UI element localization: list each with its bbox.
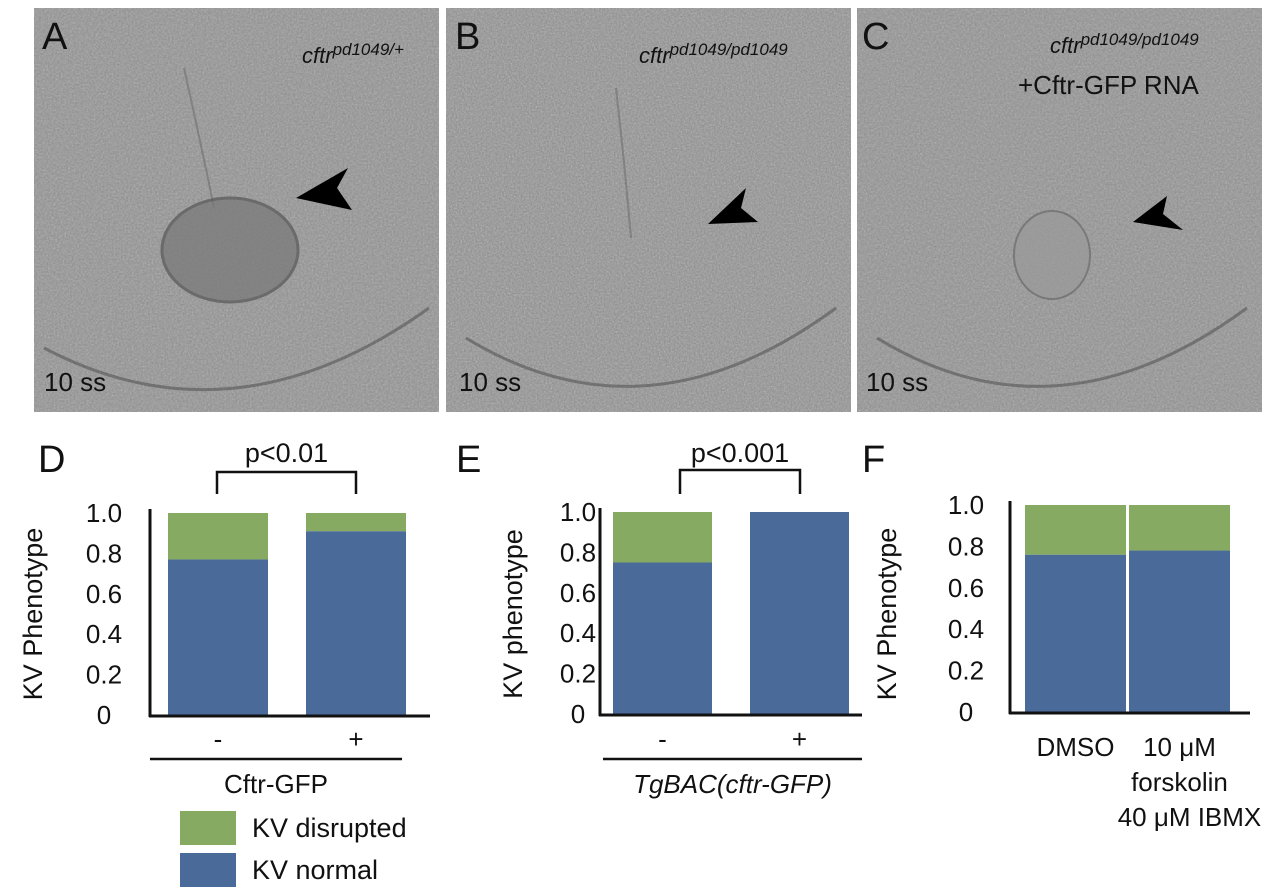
genotype-superscript: pd1049/pd1049 xyxy=(669,40,788,59)
legend-label: KV normal xyxy=(252,854,379,885)
panel-letter-b: B xyxy=(455,16,481,58)
y-tick-label: 0 xyxy=(571,699,585,729)
genotype-superscript: pd1049/+ xyxy=(332,40,404,59)
legend-item-disrupted: KV disrupted xyxy=(180,810,407,846)
genotype-superscript: pd1049/pd1049 xyxy=(1080,30,1199,49)
legend-swatch-normal xyxy=(180,853,236,887)
y-axis-label: KV Phenotype xyxy=(18,528,48,701)
bar-disrupted xyxy=(168,513,268,560)
p-value-label: p<0.01 xyxy=(245,438,328,468)
bar-normal xyxy=(1025,554,1126,712)
micrograph-panel-a xyxy=(34,8,439,412)
stage-label-b: 10 ss xyxy=(459,367,522,397)
y-tick-label: 0 xyxy=(97,700,111,730)
x-tick-label: + xyxy=(792,724,807,754)
y-tick-label: 0.6 xyxy=(560,578,596,608)
y-tick-label: 0.8 xyxy=(948,531,984,561)
y-tick-label: 1.0 xyxy=(560,497,596,527)
micrograph-image-a xyxy=(34,8,439,412)
arrow-icon xyxy=(708,188,758,224)
group-label: TgBAC(cftr-GFP) xyxy=(633,769,832,799)
y-tick-label: 0.4 xyxy=(86,619,122,649)
y-tick-label: 0.6 xyxy=(86,579,122,609)
genotype-base: cftr xyxy=(639,43,670,68)
y-tick-label: 0.8 xyxy=(560,537,596,567)
arrow-icon xyxy=(296,168,352,210)
x-tick-label: - xyxy=(214,724,223,754)
genotype-label-a: cftrpd1049/+ xyxy=(302,40,404,69)
genotype-label-c: cftrpd1049/pd1049 xyxy=(1050,30,1199,59)
legend-item-normal: KV normal xyxy=(180,852,378,888)
y-tick-label: 1.0 xyxy=(948,490,984,520)
significance-bracket xyxy=(215,470,358,494)
y-axis-label: KV Phenotype xyxy=(872,528,902,701)
legend-swatch-disrupted xyxy=(180,811,236,845)
panel-letter: E xyxy=(456,439,481,481)
bar-normal xyxy=(306,531,406,715)
y-tick-label: 0.4 xyxy=(560,618,596,648)
bar-disrupted xyxy=(1025,505,1126,555)
genotype-base: cftr xyxy=(302,43,333,68)
panel-letter: F xyxy=(862,439,885,481)
bar-normal xyxy=(613,562,712,714)
micrograph-panel-b xyxy=(446,8,851,412)
rna-injection-label: +Cftr-GFP RNA xyxy=(1018,70,1199,100)
genotype-label-b: cftrpd1049/pd1049 xyxy=(639,40,788,69)
genotype-base: cftr xyxy=(1050,33,1081,58)
panel-letter-a: A xyxy=(42,16,68,58)
y-axis-label: KV phenotype xyxy=(498,529,528,699)
micrograph-image-b xyxy=(446,8,851,412)
y-tick-label: 0.2 xyxy=(560,659,596,689)
panel-letter-c: C xyxy=(862,16,890,58)
x-tick-label: 10 μM xyxy=(1143,732,1216,762)
group-label: Cftr-GFP xyxy=(224,769,328,799)
y-tick-label: 0.2 xyxy=(948,656,984,686)
panel-letter: D xyxy=(38,439,65,481)
micrograph-image-c xyxy=(857,8,1262,412)
bar-disrupted xyxy=(613,512,712,563)
y-tick-label: 0 xyxy=(959,697,973,727)
stage-label-a: 10 ss xyxy=(44,367,107,397)
y-tick-label: 0.8 xyxy=(86,538,122,568)
y-tick-label: 0.4 xyxy=(948,614,984,644)
p-value-label: p<0.001 xyxy=(691,438,789,468)
x-tick-label: - xyxy=(658,724,667,754)
bar-normal xyxy=(168,559,268,715)
bar-normal xyxy=(1129,550,1230,712)
x-tick-label: 40 μM IBMX xyxy=(1118,802,1262,832)
y-tick-label: 1.0 xyxy=(86,498,122,528)
bar-disrupted xyxy=(306,513,406,532)
stage-label-c: 10 ss xyxy=(866,367,929,397)
bar-normal xyxy=(750,512,849,714)
legend-label: KV disrupted xyxy=(252,812,407,843)
bar-charts: D KV Phenotype 0 0.2 0.4 0.6 0.8 1.0 - + p<0.01 Cft… xyxy=(18,438,1262,832)
x-tick-label: forskolin xyxy=(1131,767,1228,797)
x-tick-label: + xyxy=(348,724,363,754)
significance-bracket xyxy=(678,468,802,494)
x-tick-label: DMSO xyxy=(1037,732,1115,762)
micrograph-panel-c xyxy=(857,8,1262,412)
bar-disrupted xyxy=(1129,505,1230,551)
y-tick-label: 0.2 xyxy=(86,660,122,690)
arrow-icon xyxy=(1133,196,1183,230)
y-tick-label: 0.6 xyxy=(948,573,984,603)
